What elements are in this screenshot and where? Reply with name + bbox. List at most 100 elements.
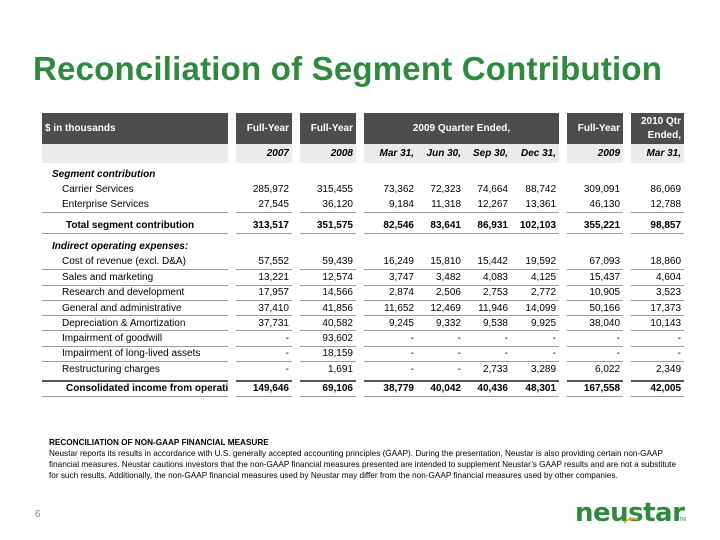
table-row: Impairment of goodwill -93,602- - - - - -	[42, 330, 685, 347]
neustar-logo: neustar	[575, 498, 685, 528]
table-row: Enterprise Services 27,545 36,120 9,184 11,3…	[42, 197, 685, 214]
row-value: 4,083	[464, 269, 511, 286]
row-value: 355,221	[567, 217, 624, 234]
row-value: 2,772	[511, 285, 560, 301]
row-value: 6,022	[594, 363, 621, 375]
row-value: 59,439	[300, 254, 356, 271]
table-row: Depreciation & Amortization 37,731 40,582 9…	[42, 315, 685, 332]
row-value: 2,753	[464, 285, 511, 301]
header-full-year-2007: Full-Year	[236, 113, 292, 144]
row-value: -	[236, 330, 292, 347]
column-spacer	[292, 254, 300, 269]
column-spacer	[356, 270, 364, 285]
column-spacer	[356, 198, 364, 213]
row-value: -	[511, 330, 560, 347]
column-spacer	[228, 346, 236, 361]
row-value: 17,373	[631, 300, 685, 317]
row-value: 18,860	[631, 254, 685, 271]
segment-section-heading: Segment contribution	[42, 167, 684, 182]
row-value: 102,103	[511, 217, 560, 234]
row-value: -	[464, 346, 511, 363]
column-spacer	[559, 198, 567, 213]
row-value: 285,972	[252, 184, 289, 196]
row-value: 11,318	[417, 197, 464, 214]
column-spacer	[623, 270, 631, 285]
header-units-label: $ in thousands	[42, 113, 228, 144]
logo-swoosh-icon	[623, 517, 639, 524]
row-value: 13,361	[511, 197, 560, 214]
column-spacer	[559, 331, 567, 346]
column-spacer	[292, 198, 300, 213]
header-2009-quarter-group: 2009 Quarter Ended,	[364, 113, 560, 144]
header-date: Jun 30,	[417, 144, 464, 163]
header-date: 2007	[236, 144, 292, 163]
row-value: 12,469	[417, 300, 464, 317]
header-row-periods: $ in thousands Full-Year Full-Year 2009 …	[42, 113, 685, 144]
column-spacer	[356, 362, 364, 377]
row-value: 9,245	[364, 315, 417, 332]
column-spacer	[356, 300, 364, 315]
column-spacer	[228, 270, 236, 285]
row-value: 3,289	[530, 363, 557, 375]
table-row: Restructuring charges - 1,691 - - 2,733 3,289 6…	[42, 362, 684, 377]
row-value: 74,664	[477, 184, 508, 196]
column-spacer	[292, 362, 300, 377]
row-label: Enterprise Services	[42, 197, 228, 214]
table-row: Research and development 17,957 14,566 2,87…	[42, 285, 685, 301]
row-value: -	[464, 330, 511, 347]
row-value: 73,362	[383, 184, 414, 196]
row-value: -	[364, 346, 417, 363]
header-full-year-2008: Full-Year	[300, 113, 356, 144]
section-heading: Indirect operating expenses:	[52, 241, 189, 253]
column-spacer	[559, 381, 567, 396]
column-spacer	[623, 218, 631, 233]
section-heading: Segment contribution	[52, 169, 156, 181]
row-value: 41,856	[300, 300, 356, 317]
segment-contribution-table: $ in thousands Full-Year Full-Year 2009 …	[42, 113, 685, 397]
row-value: 50,166	[567, 300, 624, 317]
logo-trademark: TM	[679, 517, 687, 523]
row-value: 2,733	[482, 363, 508, 375]
row-value: 19,592	[511, 254, 560, 271]
row-value: 167,558	[567, 379, 624, 397]
note-title: RECONCILIATION OF NON-GAAP FINANCIAL MEA…	[49, 438, 269, 447]
column-spacer	[356, 285, 364, 300]
header-row-dates: 2007 2008 Mar 31, Jun 30, Sep 30, Dec 31…	[42, 144, 685, 163]
row-value: -	[417, 330, 464, 347]
column-spacer	[228, 198, 236, 213]
row-value: -	[457, 363, 461, 375]
total-segment-row: Total segment contribution 313,517 351,575…	[42, 217, 685, 234]
column-spacer	[228, 362, 236, 377]
column-spacer	[623, 182, 631, 197]
column-spacer	[623, 381, 631, 396]
row-value: 2,874	[364, 285, 417, 301]
column-spacer	[623, 331, 631, 346]
row-value: 83,641	[417, 217, 464, 234]
row-label: Impairment of goodwill	[42, 330, 228, 347]
indirect-section-heading: Indirect operating expenses:	[42, 239, 684, 254]
column-spacer	[292, 316, 300, 331]
row-value: 69,106	[300, 379, 356, 397]
column-spacer	[623, 346, 631, 361]
row-value: 38,779	[364, 379, 417, 397]
row-label: General and administrative	[42, 300, 228, 317]
row-value: 42,005	[631, 379, 685, 397]
row-value: 2,506	[417, 285, 464, 301]
column-spacer	[559, 362, 567, 377]
column-spacer	[623, 254, 631, 269]
row-value: 12,574	[300, 269, 356, 286]
row-value: 309,091	[583, 184, 621, 196]
column-spacer	[356, 316, 364, 331]
row-label: Cost of revenue (excl. D&A)	[42, 254, 228, 271]
row-value: 2,349	[655, 363, 682, 375]
row-value: 17,957	[236, 285, 292, 301]
column-spacer	[292, 182, 300, 197]
row-value: 313,517	[236, 217, 292, 234]
column-spacer	[356, 346, 364, 361]
row-value: 37,410	[236, 300, 292, 317]
column-spacer	[292, 270, 300, 285]
row-value: 3,482	[417, 269, 464, 286]
column-spacer	[228, 331, 236, 346]
column-spacer	[228, 300, 236, 315]
row-value: 1,691	[327, 363, 353, 375]
